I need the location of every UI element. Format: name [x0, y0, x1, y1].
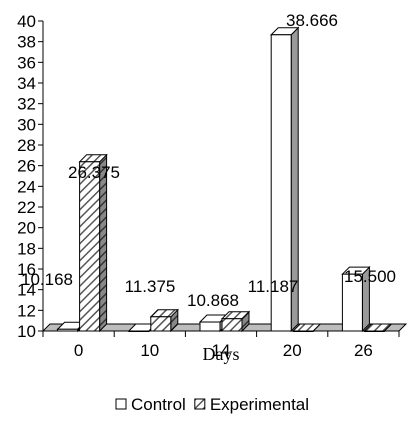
y-tick-label: 30 [17, 115, 36, 134]
y-tick-label: 18 [17, 239, 36, 258]
bar-control [341, 265, 371, 333]
x-tick-label: 26 [354, 341, 373, 360]
bar-experimental [149, 308, 180, 333]
y-tick-label: 22 [17, 198, 36, 217]
bar-front-face [270, 34, 292, 332]
bar-control [269, 26, 300, 333]
bar-experimental [363, 323, 393, 332]
data-label: 26.375 [68, 163, 120, 182]
legend-label-control: Control [131, 395, 186, 414]
x-tick-label: 10 [140, 341, 159, 360]
bar-experimental [220, 310, 251, 333]
x-tick-label: 0 [74, 341, 83, 360]
y-tick-label: 34 [17, 74, 36, 93]
x-tick-label: 14 [212, 341, 231, 360]
y-tick-label: 40 [17, 12, 36, 31]
data-label: 10.868 [187, 291, 239, 310]
bar-front-face [57, 328, 79, 332]
bar-front-face [199, 321, 221, 332]
bar-front-face [341, 273, 363, 332]
bar-experimental [291, 323, 322, 332]
y-tick-label: 24 [17, 177, 36, 196]
bar-front-face [150, 316, 172, 332]
data-label: 10.168 [21, 270, 73, 289]
y-tick-label: 36 [17, 53, 36, 72]
legend-label-experimental: Experimental [210, 395, 309, 414]
y-tick-label: 28 [17, 136, 36, 155]
y-tick-label: 16 [17, 260, 36, 279]
data-label: 15.500 [344, 267, 396, 286]
bar-front-face [79, 161, 101, 332]
x-axis-title: Days [203, 344, 240, 364]
y-tick-label: 26 [17, 157, 36, 176]
data-label: 11.375 [125, 277, 176, 296]
y-tick-label: 38 [17, 33, 36, 52]
bar-front-face [128, 330, 150, 332]
x-tick-label: 20 [283, 341, 302, 360]
data-label: 11.187 [248, 277, 299, 296]
y-tick-label: 32 [17, 95, 36, 114]
bar-front-face [292, 330, 314, 332]
bar-front-face [221, 318, 243, 332]
data-label: 38.666 [286, 11, 338, 30]
bar-front-face [363, 330, 385, 332]
y-tick-label: 20 [17, 219, 36, 238]
bar-experimental [78, 153, 108, 333]
y-tick-label: 10 [17, 322, 36, 341]
y-tick-label: 12 [17, 301, 36, 320]
legend-swatch-experimental [194, 398, 206, 410]
y-tick-label: 14 [17, 281, 36, 300]
legend-swatch-control [115, 398, 127, 410]
